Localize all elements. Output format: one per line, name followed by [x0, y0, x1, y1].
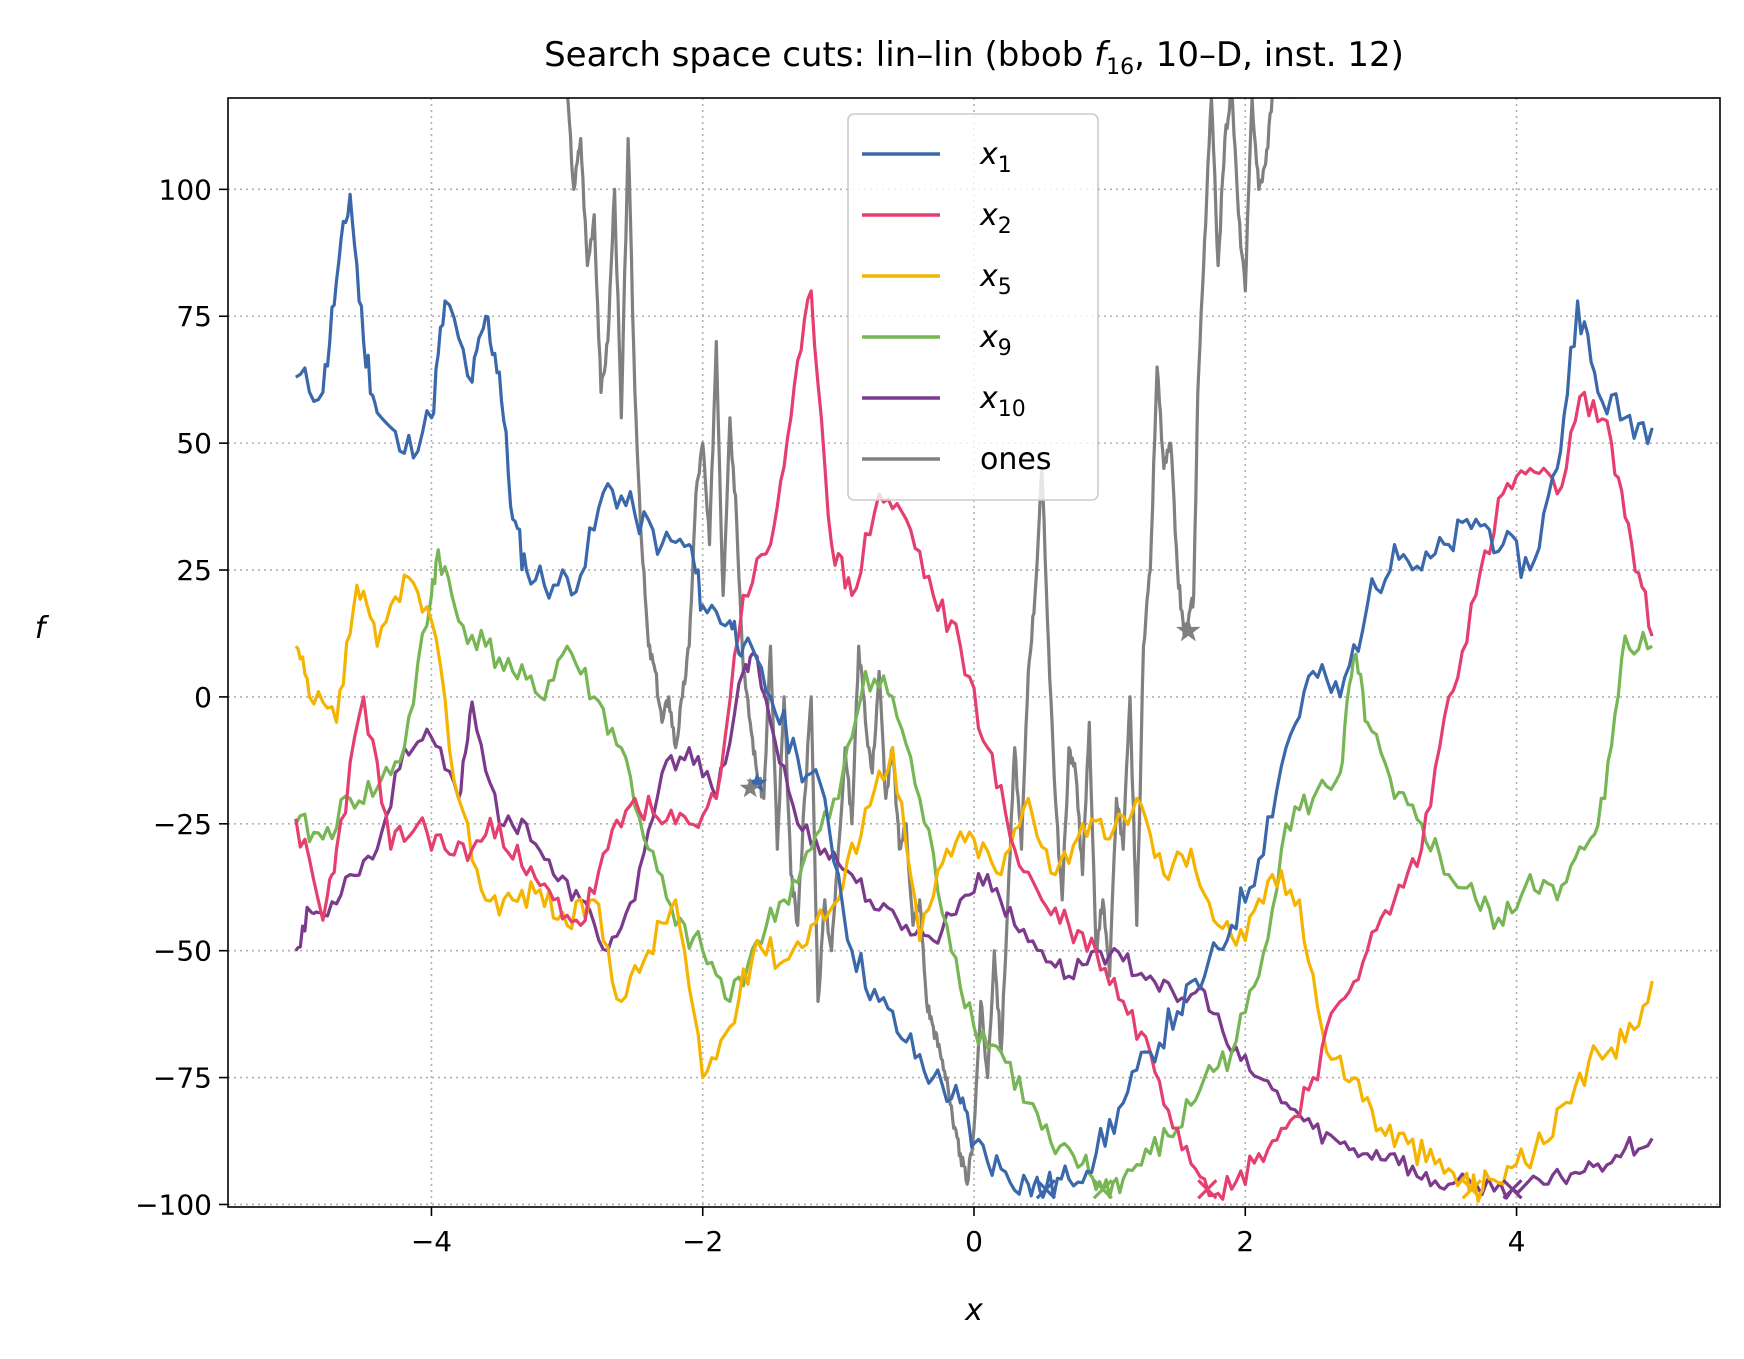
y-tick-label: −100 [135, 1188, 212, 1221]
x-axis-ticks: −4 −2 0 2 4 [411, 1207, 1526, 1258]
minimum-marker-x5 [1461, 1179, 1482, 1200]
series-layer [294, 98, 1654, 1203]
x-tick-label: −2 [682, 1225, 723, 1258]
series-line-x5 [294, 573, 1654, 1203]
y-tick-label: 25 [176, 554, 212, 587]
legend-entry-x10: x10 [862, 381, 1026, 422]
minimum-marker-x1 [1035, 1179, 1057, 1200]
y-tick-label: 50 [176, 427, 212, 460]
legend-entry-x9: x9 [862, 320, 1012, 361]
y-tick-label: 100 [159, 173, 212, 206]
minimum-marker-x10 [1502, 1179, 1523, 1200]
legend: x1 x2 x5 x9 x10 ones [847, 113, 1099, 501]
legend-label: x2 [979, 198, 1012, 239]
legend-box [847, 113, 1099, 501]
ones-star-marker [1175, 617, 1201, 642]
x-tick-label: −4 [411, 1225, 452, 1258]
legend-entry-ones: ones [862, 442, 1051, 477]
legend-label: x5 [979, 259, 1012, 300]
y-tick-label: −25 [153, 808, 212, 841]
series-line-ones [566, 98, 1294, 1186]
y-axis-ticks: −100 −75 −50 −25 0 25 50 75 100 [135, 173, 228, 1221]
series-line-x2 [294, 289, 1654, 1201]
legend-label: ones [980, 442, 1051, 477]
legend-entry-x1: x1 [862, 137, 1012, 178]
minimum-marker-x9 [1092, 1179, 1113, 1200]
series-line-x10 [294, 652, 1654, 1200]
chart-title: Search space cuts: lin–lin (bbob f16, 10… [544, 35, 1404, 80]
markers-layer [739, 617, 1523, 1200]
series-line-x9 [294, 548, 1653, 1199]
y-tick-label: 75 [176, 300, 212, 333]
y-tick-label: −50 [153, 935, 212, 968]
legend-label: x9 [979, 320, 1012, 361]
legend-entry-x5: x5 [862, 259, 1012, 300]
y-tick-label: 0 [194, 681, 212, 714]
legend-entry-x2: x2 [862, 198, 1012, 239]
minimum-marker-x2 [1197, 1179, 1218, 1200]
x-tick-label: 0 [965, 1225, 983, 1258]
x-tick-label: 4 [1508, 1225, 1526, 1258]
x-axis-label: x [964, 1293, 983, 1328]
legend-label: x10 [979, 381, 1026, 422]
star-marker-x1 [746, 772, 768, 793]
y-axis-label: f [35, 611, 50, 646]
x-tick-label: 2 [1236, 1225, 1254, 1258]
y-tick-label: −75 [153, 1062, 212, 1095]
legend-label: x1 [979, 137, 1012, 178]
series-line-x1 [294, 192, 1654, 1199]
star-marker-ones [739, 777, 761, 798]
